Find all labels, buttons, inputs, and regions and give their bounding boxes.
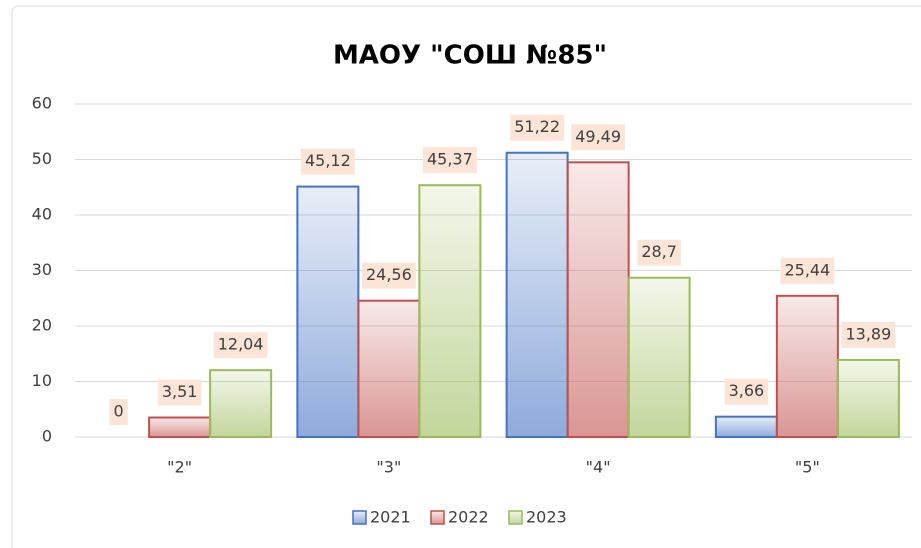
bar [566, 161, 630, 438]
legend-swatch [430, 510, 445, 525]
bar [148, 416, 212, 438]
bar [418, 184, 482, 438]
value-label-bg [361, 262, 416, 289]
value-label-bg [724, 378, 769, 405]
value-label-bg [841, 321, 896, 348]
legend-label: 2022 [448, 508, 489, 527]
value-label: 13,89 [845, 324, 891, 343]
bar [357, 299, 421, 438]
value-label: 3,66 [729, 381, 765, 400]
y-tick-label: 50 [32, 149, 52, 168]
value-label: 25,44 [784, 260, 830, 279]
y-tick-label: 40 [32, 205, 52, 224]
legend-swatch [352, 510, 367, 525]
value-label-bg [637, 239, 681, 266]
bar [775, 294, 839, 439]
value-label-bg [213, 332, 268, 359]
x-tick-label: "5" [795, 458, 820, 477]
value-label: 0 [114, 402, 124, 421]
y-tick-label: 0 [42, 427, 52, 446]
value-label-bg [300, 148, 355, 175]
bar [836, 358, 900, 438]
value-label: 45,37 [427, 150, 473, 169]
value-label: 28,7 [641, 242, 677, 261]
x-tick-label: "3" [376, 458, 401, 477]
value-label-bg [510, 114, 565, 141]
value-label: 24,56 [366, 265, 412, 284]
value-label-bg [157, 379, 202, 406]
value-label: 3,51 [162, 382, 198, 401]
legend-label: 2021 [370, 508, 411, 527]
bar [627, 276, 691, 438]
bar [209, 369, 273, 439]
y-tick-label: 20 [32, 316, 52, 335]
bar [714, 415, 778, 439]
y-tick-label: 10 [32, 371, 52, 390]
value-label: 51,22 [514, 117, 560, 136]
legend-swatch [508, 510, 523, 525]
value-label: 45,12 [305, 151, 351, 170]
value-label: 49,49 [575, 127, 621, 146]
value-label-bg [109, 399, 128, 425]
x-tick-label: "4" [586, 458, 611, 477]
value-label-bg [422, 147, 477, 174]
value-label-bg [571, 124, 626, 151]
bar [505, 151, 569, 438]
legend-label: 2023 [526, 508, 567, 527]
chart-title: МАОУ "СОШ №85" [333, 41, 607, 71]
y-tick-label: 60 [32, 94, 52, 113]
value-label-bg [780, 257, 835, 284]
y-tick-label: 30 [32, 260, 52, 279]
x-tick-label: "2" [167, 458, 192, 477]
value-label: 12,04 [218, 335, 264, 354]
bar [296, 185, 360, 438]
